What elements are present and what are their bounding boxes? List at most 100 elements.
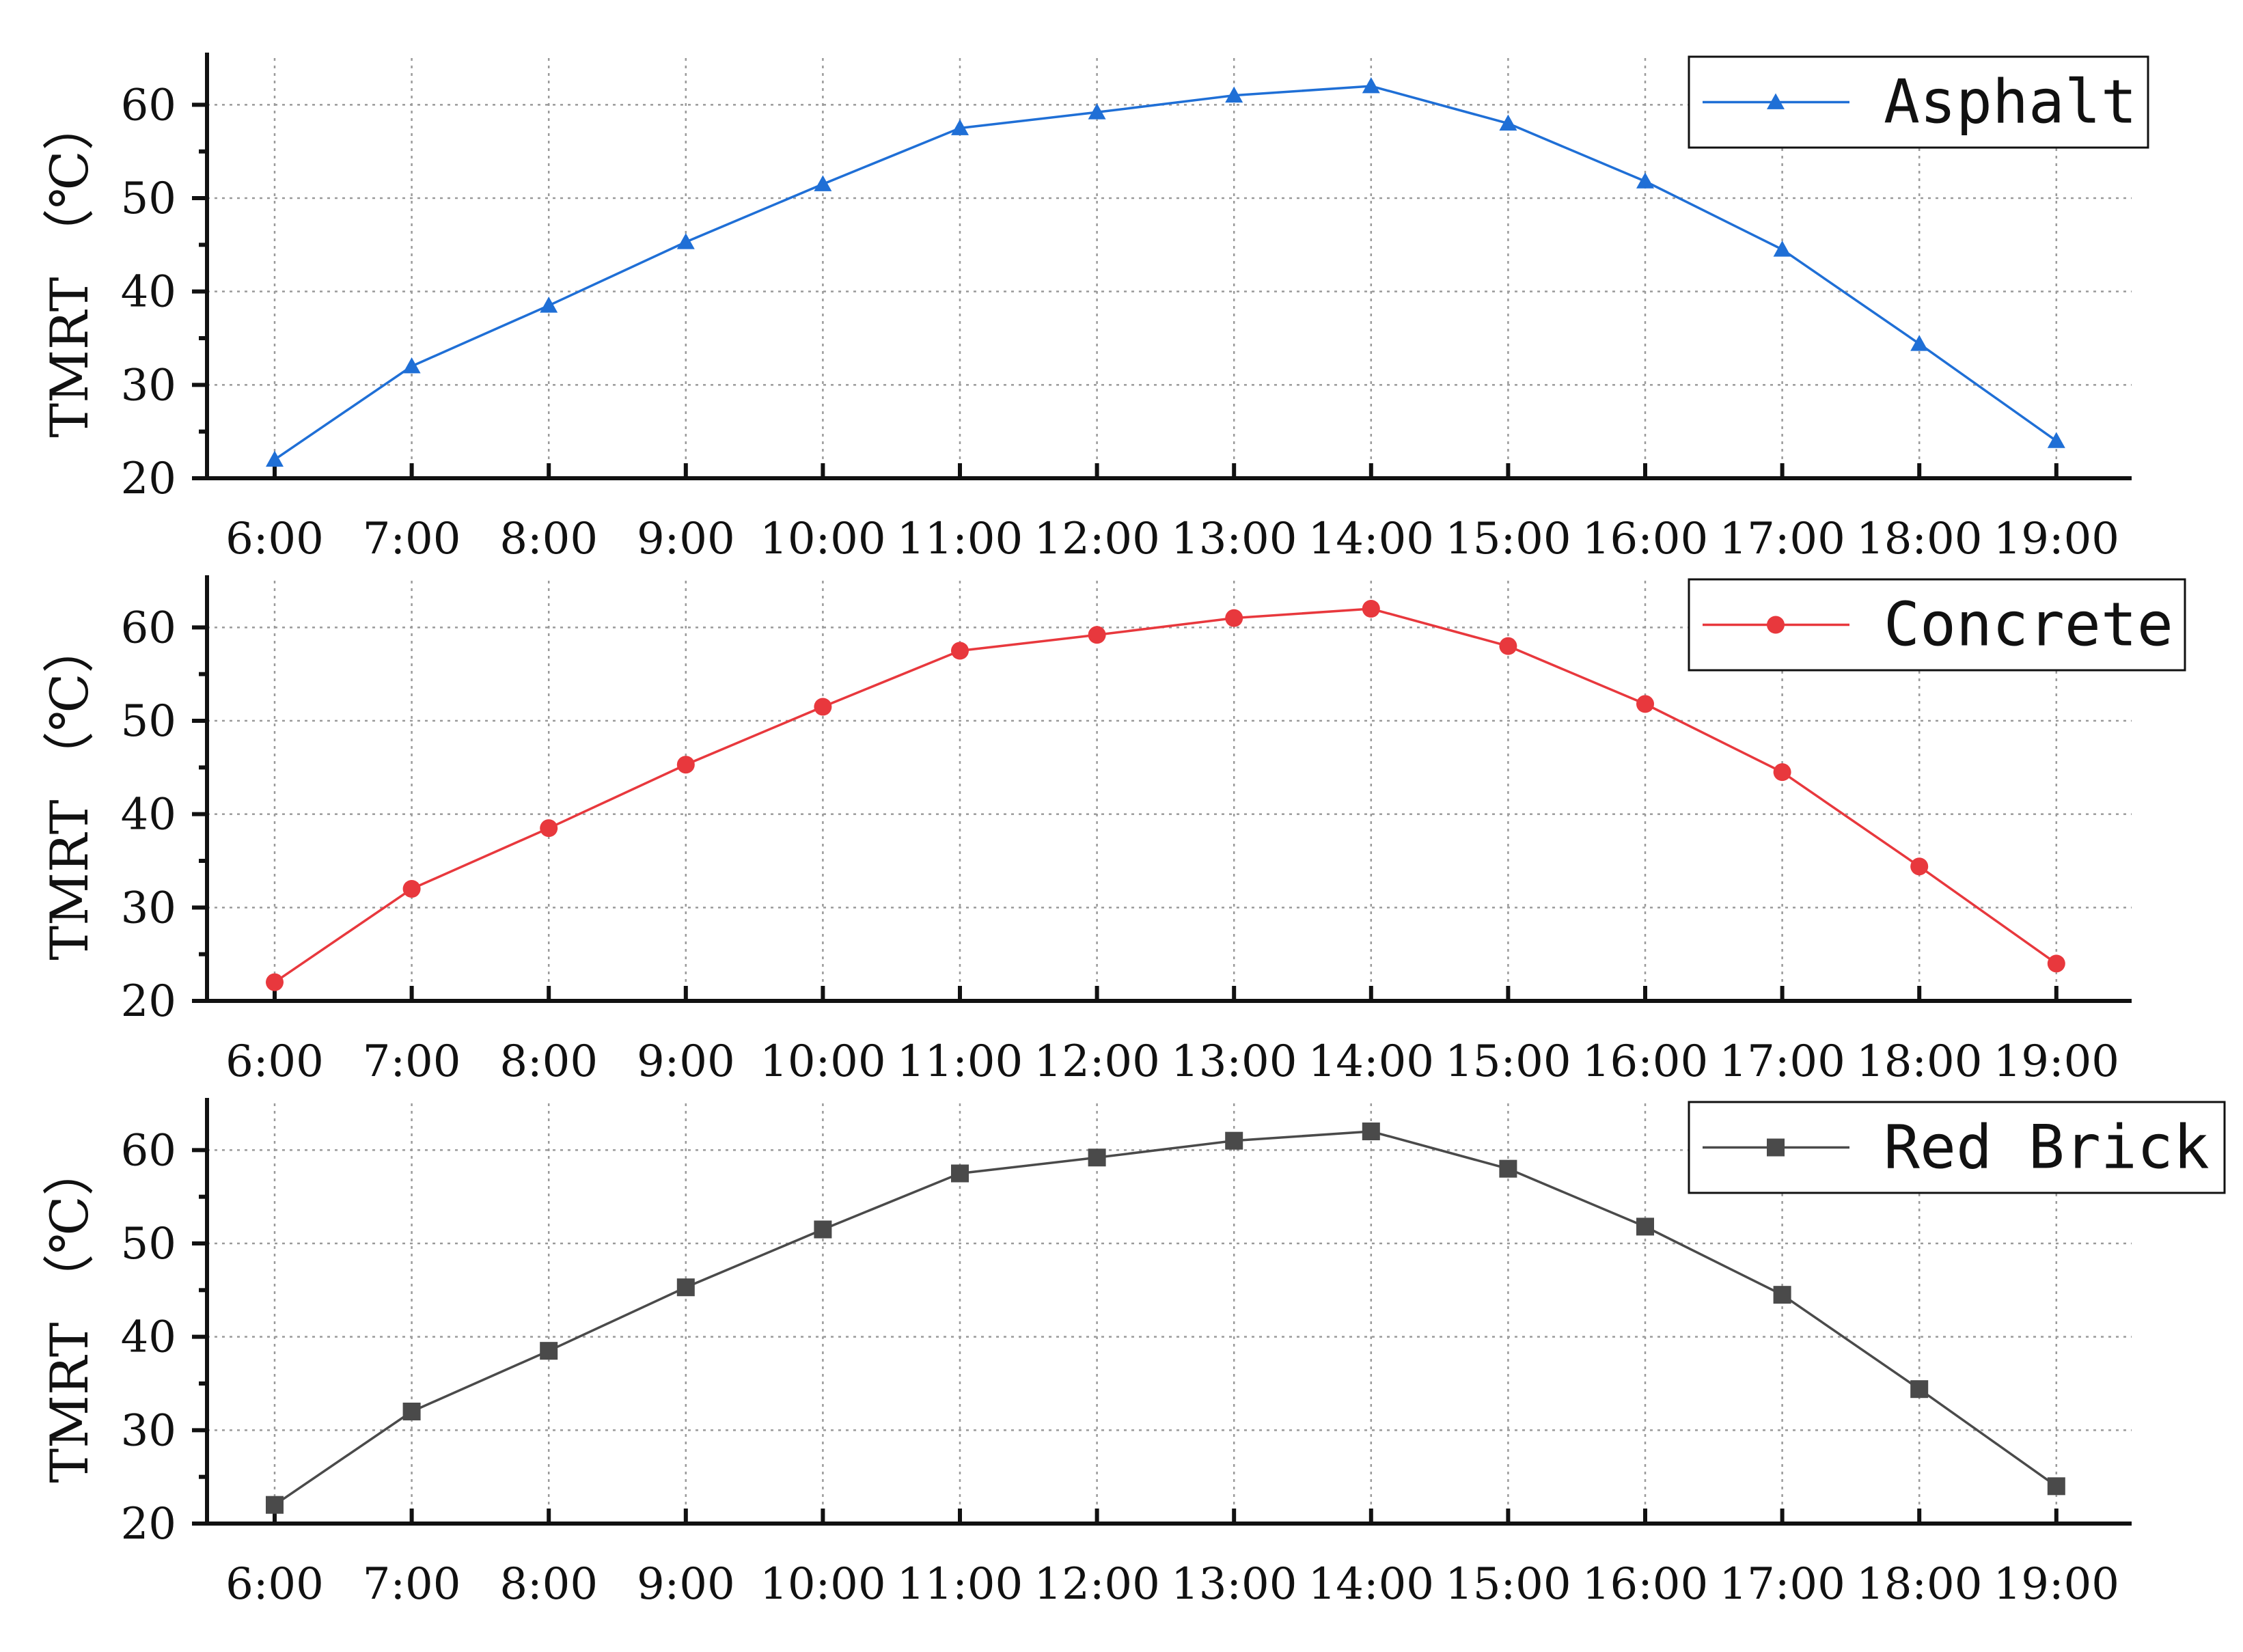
data-point [1910,857,1929,876]
x-tick-label: 19:00 [1994,1036,2119,1087]
x-tick-label: 7:00 [363,1036,461,1087]
x-tick-label: 19:00 [1994,514,2119,564]
x-tick-label: 8:00 [499,1036,598,1087]
data-point [676,756,695,774]
data-point [1910,1380,1929,1399]
x-tick-label: 10:00 [760,1559,885,1610]
x-tick-label: 18:00 [1856,514,1982,564]
x-tick-label: 8:00 [499,1559,598,1610]
y-axis-label: TMRT （℃） [39,621,100,960]
data-point [1225,1131,1243,1150]
y-tick-label: 40 [121,1312,176,1363]
data-point [1773,763,1791,782]
data-point [951,642,969,660]
x-tick-label: 16:00 [1582,1036,1708,1087]
legend: Red Brick [1688,1101,2226,1194]
x-tick-label: 18:00 [1856,1036,1982,1087]
legend-marker [1767,616,1785,634]
data-point [540,1342,558,1360]
data-point [2047,432,2065,448]
data-point [1773,240,1791,257]
series-line [274,85,2057,461]
data-point [402,1403,421,1420]
data-point [1088,1148,1106,1167]
data-point [540,297,558,313]
x-tick-label: 6:00 [225,1036,324,1087]
data-point [1636,1217,1654,1236]
x-tick-label: 13:00 [1171,1036,1297,1087]
y-tick-label: 30 [121,1405,176,1456]
data-point [1773,1286,1791,1304]
data-point [1225,609,1243,627]
x-tick-label: 7:00 [363,514,461,564]
data-point [1362,77,1380,94]
data-point [402,357,421,374]
chart-panel-3: 20 30 40 50 60 6:00 7:00 8:00 9:00 10:00 11:00 12:0… [39,1098,2226,1610]
x-tick-label: 12:00 [1034,1559,1159,1610]
x-tick-label: 10:00 [760,1036,885,1087]
data-point [1499,114,1517,131]
legend: Asphalt [1688,55,2149,149]
data-point [1088,103,1106,120]
data-point [540,819,558,838]
x-tick-label: 13:00 [1171,514,1297,564]
data-point [951,1164,969,1183]
data-point [402,880,421,898]
x-tick-label: 16:00 [1582,1559,1708,1610]
data-point [2047,954,2065,973]
data-point [676,1278,695,1297]
data-point [266,450,284,467]
x-tick-label: 6:00 [225,1559,324,1610]
x-tick-label: 15:00 [1445,1036,1571,1087]
x-tick-label: 7:00 [363,1559,461,1610]
x-tick-label: 17:00 [1719,1036,1845,1087]
data-point [266,973,284,991]
x-tick-label: 9:00 [637,514,735,564]
legend: Concrete [1688,578,2186,672]
y-tick-label: 50 [121,1219,176,1269]
y-tick-label: 40 [121,790,176,840]
y-axis-label: TMRT （℃） [39,1144,100,1483]
x-tick-label: 9:00 [637,1036,735,1087]
legend-label: Asphalt [1884,67,2137,137]
data-point [1499,637,1517,655]
y-tick-label: 20 [121,1499,176,1550]
legend-marker [1767,1138,1785,1157]
x-tick-label: 11:00 [897,1559,1023,1610]
legend-marker [1767,93,1785,109]
data-point [1499,1159,1517,1178]
x-tick-label: 14:00 [1308,1036,1434,1087]
x-tick-label: 15:00 [1445,1559,1571,1610]
x-tick-label: 9:00 [637,1559,735,1610]
data-point [951,119,969,135]
x-tick-label: 17:00 [1719,514,1845,564]
x-tick-label: 11:00 [897,514,1023,564]
y-tick-label: 60 [121,80,176,130]
x-tick-label: 8:00 [499,514,598,564]
y-tick-label: 50 [121,174,176,224]
x-tick-label: 11:00 [897,1036,1023,1087]
x-tick-label: 10:00 [760,514,885,564]
x-tick-label: 18:00 [1856,1559,1982,1610]
data-point [1636,695,1654,713]
data-point [2047,1477,2065,1496]
x-tick-label: 12:00 [1034,1036,1159,1087]
data-point [1636,172,1654,189]
data-point [814,175,832,191]
data-point [1910,335,1929,351]
y-tick-label: 30 [121,883,176,933]
y-tick-label: 20 [121,976,176,1027]
y-tick-label: 40 [121,267,176,318]
data-point [676,233,695,249]
legend-label: Concrete [1884,590,2173,660]
y-tick-label: 60 [121,603,176,653]
x-tick-label: 17:00 [1719,1559,1845,1610]
y-tick-label: 30 [121,360,176,411]
x-tick-label: 19:00 [1994,1559,2119,1610]
chart-panel-1: 20 30 40 50 60 6:00 7:00 8:00 9:00 10:00 11:00 12:0… [39,53,2149,564]
y-tick-label: 20 [121,454,176,504]
y-axis-label: TMRT （℃） [39,98,100,437]
chart-panel-2: 20 30 40 50 60 6:00 7:00 8:00 9:00 10:00 11:00 12:0… [39,575,2186,1087]
y-tick-label: 50 [121,696,176,747]
